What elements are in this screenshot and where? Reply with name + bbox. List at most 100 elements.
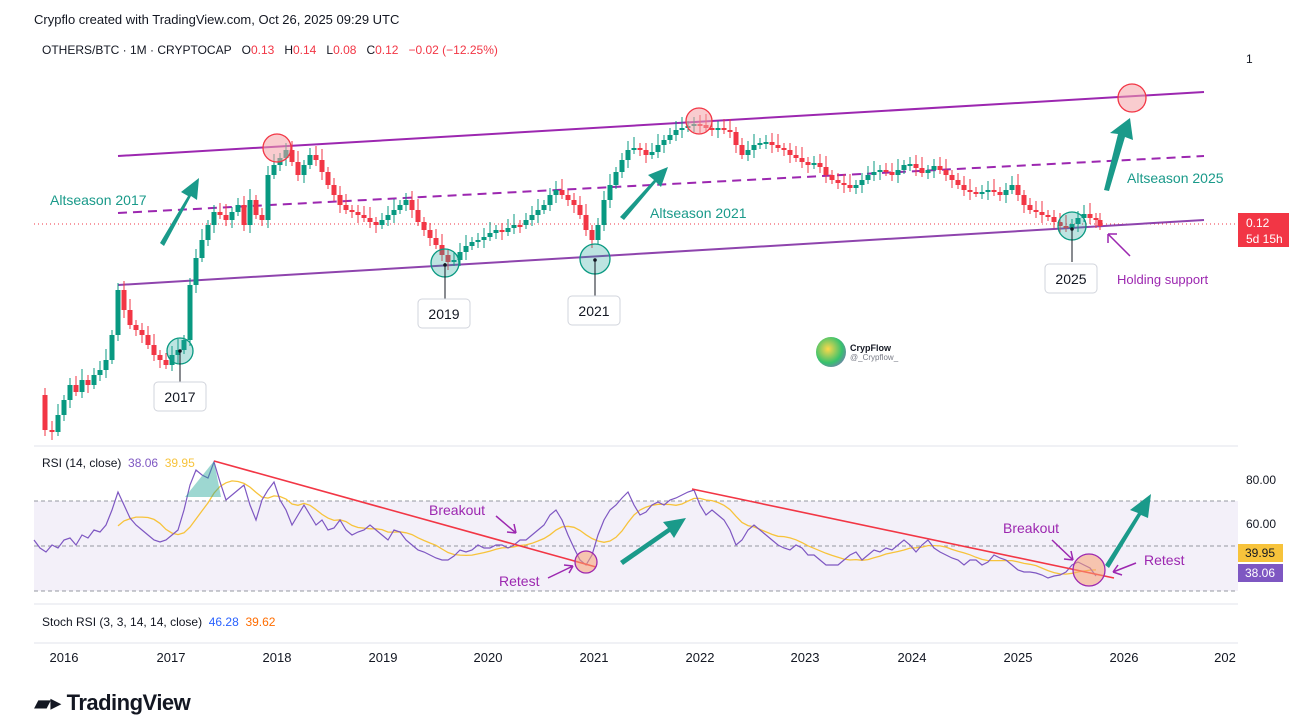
candle xyxy=(1063,226,1069,228)
candle xyxy=(745,150,751,155)
rsi-legend-ma: 39.95 xyxy=(164,456,195,470)
candle xyxy=(523,220,529,225)
candle xyxy=(1087,214,1093,218)
channel-lower-line xyxy=(117,219,1205,286)
tradingview-logo-icon: ▰▸ xyxy=(34,690,61,715)
candle xyxy=(307,155,313,165)
rsi-ma-line xyxy=(117,480,1097,575)
candle xyxy=(835,180,841,183)
stoch-rsi-legend: Stoch RSI (3, 3, 14, 14, close) 46.28 39… xyxy=(42,615,275,629)
candle xyxy=(979,192,985,194)
high-label: H xyxy=(284,43,293,57)
candle xyxy=(379,220,385,225)
x-tick-2021: 2021 xyxy=(580,650,609,665)
candle xyxy=(427,230,433,238)
candle xyxy=(91,375,97,385)
candle xyxy=(793,155,799,158)
candle xyxy=(259,215,265,220)
x-tick-2018: 2018 xyxy=(263,650,292,665)
candle xyxy=(655,145,661,152)
candle xyxy=(643,150,649,155)
candle xyxy=(589,230,595,240)
candle xyxy=(649,152,655,155)
candle xyxy=(541,205,547,210)
candle xyxy=(937,166,943,170)
tradingview-logo: ▰▸ TradingView xyxy=(34,690,191,716)
candle xyxy=(463,246,469,252)
candle xyxy=(607,185,613,200)
candle xyxy=(373,222,379,225)
x-tick-2023: 2023 xyxy=(791,650,820,665)
candle xyxy=(1045,215,1051,217)
candle xyxy=(871,172,877,175)
candle xyxy=(1009,185,1015,190)
candle xyxy=(241,205,247,225)
candle xyxy=(73,385,79,392)
candle xyxy=(133,325,139,330)
candle xyxy=(181,340,187,350)
label-2021: 2021 xyxy=(578,303,609,319)
candle xyxy=(349,210,355,212)
candle xyxy=(367,218,373,222)
candle xyxy=(403,200,409,205)
candle xyxy=(517,225,523,227)
candle xyxy=(169,355,175,365)
candle xyxy=(409,200,415,210)
rsi-badge xyxy=(1238,564,1283,582)
candle xyxy=(67,385,73,400)
candle xyxy=(961,185,967,190)
candle xyxy=(865,175,871,180)
candle xyxy=(223,215,229,220)
x-tick-2020: 2020 xyxy=(474,650,503,665)
candle xyxy=(1097,220,1103,226)
candle xyxy=(211,212,217,225)
rsi-retest-circle-2 xyxy=(1072,553,1106,587)
pointer-arrows xyxy=(495,233,1137,579)
rsi-ma-badge xyxy=(1238,544,1283,562)
retest-label-2: Retest xyxy=(1144,552,1185,568)
candle xyxy=(505,228,511,232)
candle xyxy=(775,145,781,148)
holding-support-pointer xyxy=(1107,233,1131,257)
candle xyxy=(1093,218,1099,220)
candle xyxy=(337,195,343,205)
candle xyxy=(511,225,517,228)
rsi-badge-value: 38.06 xyxy=(1245,566,1275,580)
candle xyxy=(985,190,991,192)
low-label: L xyxy=(326,43,334,57)
candle xyxy=(679,128,685,130)
candle xyxy=(421,222,427,230)
candle xyxy=(613,172,619,185)
candle xyxy=(709,128,715,130)
candle xyxy=(595,225,601,240)
stoch-legend-label: Stoch RSI (3, 3, 14, 14, close) xyxy=(42,615,203,629)
candle xyxy=(481,237,487,240)
candle xyxy=(115,290,121,335)
candle xyxy=(1039,212,1045,215)
candle xyxy=(151,345,157,355)
candle xyxy=(331,185,337,195)
x-axis: 2016 2017 2018 2019 2020 2021 2022 2023 2024 2025… xyxy=(50,650,1236,665)
candle xyxy=(325,172,331,185)
candle xyxy=(415,210,421,222)
candle xyxy=(997,192,1003,195)
candle xyxy=(883,170,889,172)
arrow-altseason-2025 xyxy=(1104,118,1133,191)
candle xyxy=(577,205,583,215)
x-tick-2017: 2017 xyxy=(157,650,186,665)
candle xyxy=(631,148,637,150)
candle xyxy=(157,355,163,360)
candle xyxy=(187,285,193,340)
candle xyxy=(949,175,955,180)
author-name: CrypFlow xyxy=(850,342,892,353)
candle xyxy=(535,210,541,215)
candle xyxy=(661,140,667,145)
candle xyxy=(439,245,445,255)
candle xyxy=(943,170,949,175)
candle xyxy=(559,190,565,195)
candle xyxy=(1081,214,1087,218)
candle xyxy=(145,335,151,345)
candle xyxy=(397,205,403,210)
candles-group xyxy=(42,114,1103,440)
